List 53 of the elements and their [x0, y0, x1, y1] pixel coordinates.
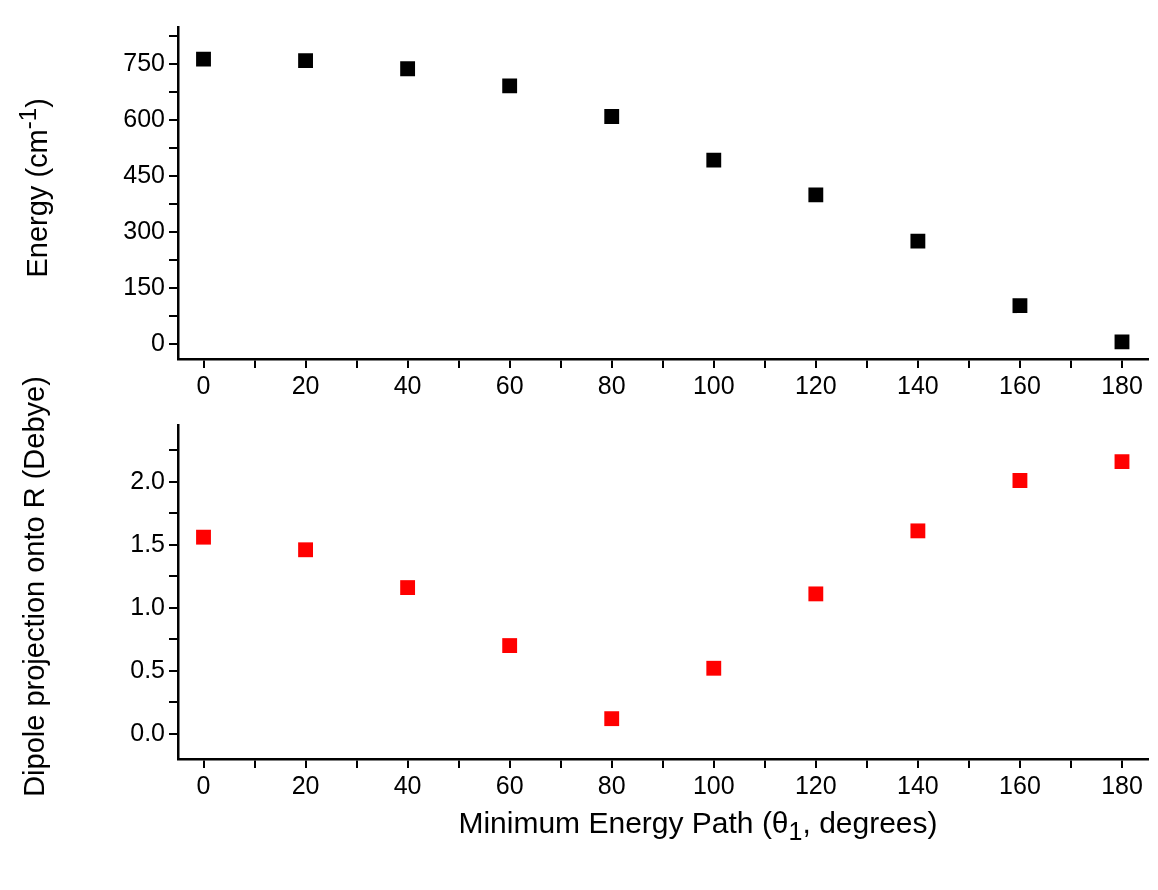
y-tick-label: 0 [151, 327, 165, 356]
point [1114, 454, 1130, 469]
point [910, 523, 926, 539]
point [604, 711, 620, 727]
point [400, 580, 416, 596]
x-tick-label: 60 [495, 770, 524, 799]
x-tick-label: 40 [393, 370, 422, 399]
x-tick-label: 0 [196, 370, 211, 399]
y-tick-label: 750 [123, 48, 165, 77]
point [196, 51, 211, 67]
point [196, 529, 211, 545]
y-tick-label: 150 [123, 272, 165, 301]
x-tick-label: 120 [794, 370, 837, 399]
point [910, 233, 926, 249]
y-axis-title: Dipole projection onto R (Debye) [17, 375, 51, 797]
y-tick-label: 0.5 [130, 654, 165, 683]
x-tick-label: 20 [291, 770, 320, 799]
point [1012, 473, 1028, 488]
point [298, 542, 313, 558]
x-tick-label: 80 [597, 370, 626, 399]
point [808, 586, 824, 602]
x-tick-label: 140 [897, 370, 939, 399]
point [298, 53, 313, 68]
y-tick-label: 450 [123, 160, 165, 189]
point [808, 187, 824, 203]
point [1114, 334, 1130, 350]
x-tick-label: 100 [692, 770, 735, 799]
point [1012, 298, 1028, 314]
point [400, 61, 416, 77]
x-tick-label: 40 [393, 770, 422, 799]
y-tick-label: 0.0 [130, 717, 165, 746]
x-tick-label: 160 [999, 770, 1041, 799]
y-tick-label: 300 [123, 216, 165, 245]
point [604, 109, 620, 124]
x-tick-label: 140 [897, 770, 939, 799]
x-tick-label: 120 [794, 770, 837, 799]
x-tick-label: 100 [692, 370, 735, 399]
x-tick-label: 0 [196, 770, 211, 799]
point [502, 638, 518, 653]
point [706, 152, 722, 168]
y-tick-label: 2.0 [130, 465, 165, 494]
y-tick-label: 600 [123, 104, 165, 133]
x-tick-label: 180 [1101, 770, 1143, 799]
y-tick-label: 1.0 [130, 591, 165, 620]
point [706, 660, 722, 676]
x-axis-title: Minimum Energy Path (θ$_{1}$, degrees) [457, 806, 939, 846]
x-tick-label: 60 [495, 370, 524, 399]
point [502, 78, 518, 94]
x-tick-label: 180 [1101, 370, 1143, 399]
x-tick-label: 20 [291, 370, 320, 399]
y-tick-label: 1.5 [130, 528, 165, 557]
x-tick-label: 160 [999, 370, 1041, 399]
x-tick-label: 80 [597, 770, 626, 799]
